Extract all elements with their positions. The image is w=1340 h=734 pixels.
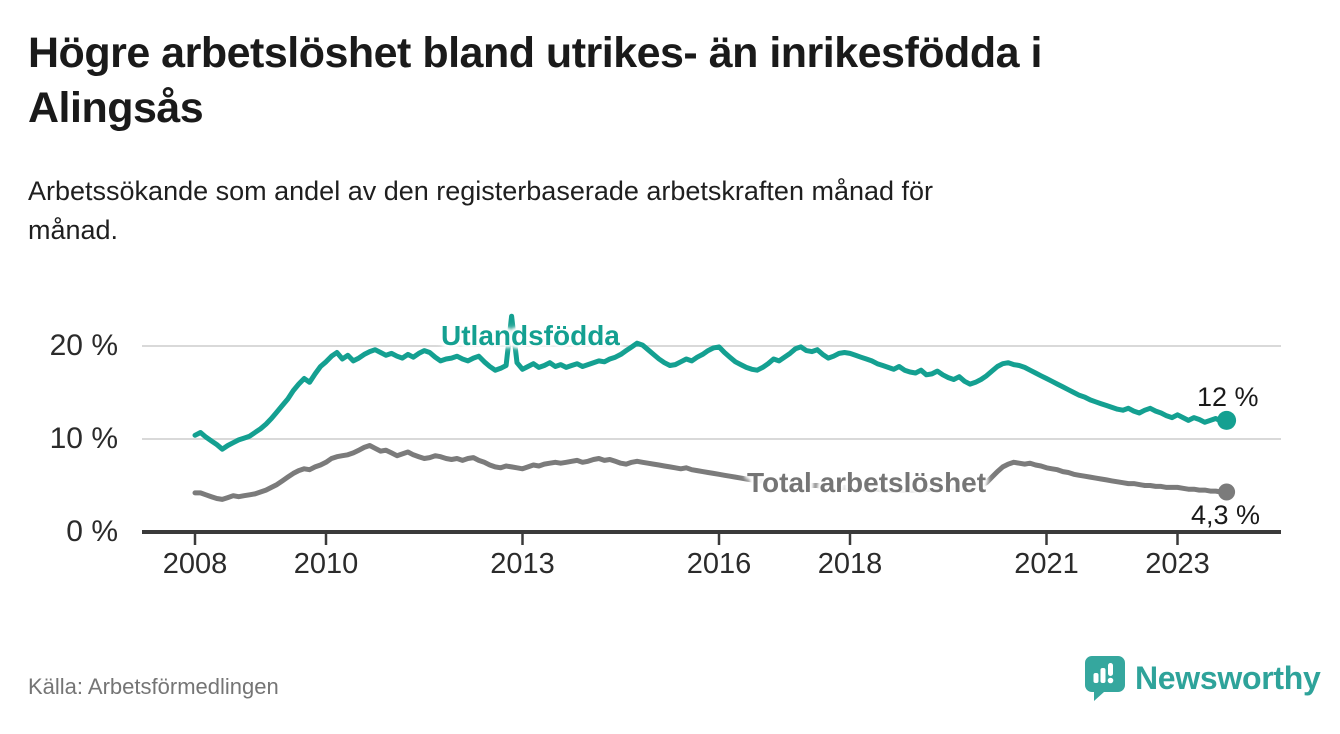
page-title-line1: Högre arbetslöshet bland utrikes- än inr…: [28, 29, 1042, 77]
newsworthy-speech-bubble-icon: [1085, 656, 1125, 701]
x-axis-label-2013: 2013: [490, 548, 555, 580]
series-line-utlandsfodda: [192, 313, 1230, 452]
newsworthy-logo-text: Newsworthy: [1135, 660, 1321, 696]
logo-bar-tall: [1100, 668, 1106, 683]
logo-bar-short: [1093, 673, 1099, 683]
newsworthy-logo[interactable]: Newsworthy: [1085, 656, 1321, 701]
y-axis-label-10: 10 %: [49, 422, 118, 455]
series-label-total-arbetsloshet: Total arbetslöshet: [747, 467, 987, 498]
series-end-dot-total-arbetsloshet: [1218, 483, 1236, 501]
end-value-label-total-arbetsloshet: 4,3 %: [1191, 500, 1261, 530]
logo-exclamation-dot: [1107, 677, 1114, 684]
x-axis-label-2016: 2016: [686, 548, 752, 580]
y-axis-label-0: 0 %: [66, 515, 118, 548]
series-label-utlandsfodda: Utlandsfödda: [441, 320, 620, 351]
x-axis-label-2010: 2010: [293, 548, 359, 580]
page-title-line2: Alingsås: [28, 84, 204, 133]
x-axis-label-2018: 2018: [817, 548, 883, 580]
x-axis-label-2021: 2021: [1014, 548, 1079, 580]
y-axis-label-20: 20 %: [49, 329, 118, 362]
series-line-total-arbetsloshet: [192, 443, 1230, 502]
x-axis-label-2008: 2008: [162, 548, 228, 580]
page-title: Högre arbetslöshet bland utrikes- än inr…: [28, 26, 1318, 136]
chart-subtitle-line2: månad.: [28, 215, 119, 246]
x-axis-tick-marks: [193, 532, 1179, 545]
horizontal-gridlines: [142, 345, 1281, 440]
chart-subtitle-line1: Arbetssökande som andel av den registerb…: [28, 176, 934, 206]
series-end-dot-utlandsfodda: [1217, 410, 1237, 430]
x-axis-label-2023: 2023: [1145, 548, 1210, 580]
source-attribution: Källa: Arbetsförmedlingen: [28, 674, 279, 699]
end-value-label-utlandsfodda: 12 %: [1197, 382, 1259, 412]
logo-exclamation-stem: [1108, 663, 1113, 676]
chart-subtitle: Arbetssökande som andel av den registerb…: [28, 172, 1268, 250]
